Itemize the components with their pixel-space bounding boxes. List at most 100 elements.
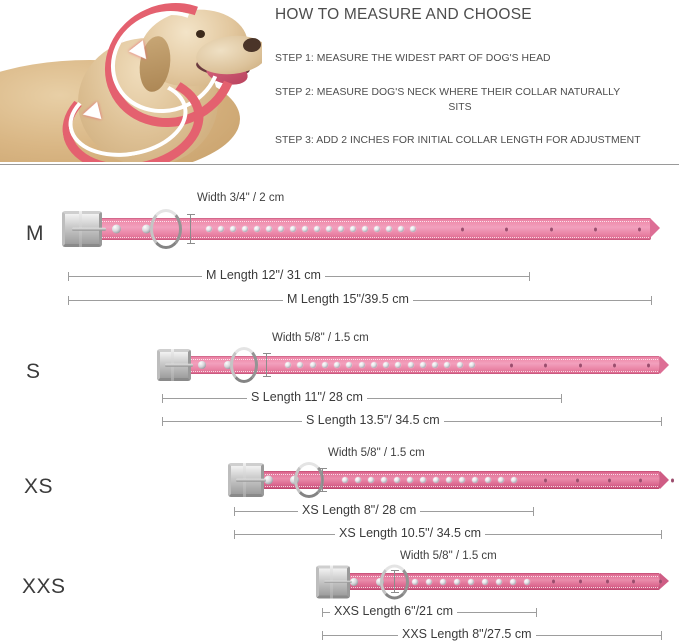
adjustment-hole (549, 227, 553, 231)
rhinestone (420, 477, 426, 483)
rhinestone (524, 578, 530, 585)
adjustment-hole (632, 579, 636, 584)
adjustment-hole (461, 227, 464, 231)
length-inner-label-s: S Length 11"/ 28 cm (247, 390, 367, 404)
rhinestone (433, 477, 439, 483)
collar-tip (660, 471, 669, 489)
collar-m (62, 209, 660, 249)
length-outer-label-xxs: XXS Length 8"/27.5 cm (398, 627, 536, 641)
adjustment-hole (510, 363, 513, 367)
step-2-text: STEP 2: MEASURE DOG'S NECK WHERE THEIR C… (275, 85, 677, 115)
rhinestone (510, 578, 516, 585)
rhinestone (407, 362, 414, 368)
collar-stitch-top (162, 358, 658, 360)
width-label-xxs: Width 5/8" / 1.5 cm (400, 550, 497, 562)
buckle-prong (165, 363, 193, 367)
adjustment-hole (607, 478, 611, 482)
adjustment-hole (578, 579, 582, 584)
rhinestone (326, 226, 332, 232)
adjustment-holes (461, 227, 641, 232)
rhinestone-strip (412, 578, 530, 586)
step-1-text: STEP 1: MEASURE THE WIDEST PART OF DOG'S… (275, 53, 551, 64)
rhinestone (398, 226, 404, 232)
rhinestone (350, 226, 356, 232)
rhinestone (482, 578, 488, 585)
step-3-text: STEP 3: ADD 2 INCHES FOR INITIAL COLLAR … (275, 135, 641, 146)
collar-stud (350, 577, 358, 586)
rhinestone (412, 578, 418, 585)
rhinestone (218, 226, 224, 232)
buckle-prong (72, 227, 106, 231)
width-label-xs: Width 5/8" / 1.5 cm (328, 447, 425, 459)
size-label-m: M (26, 222, 44, 245)
collar-stitch-top (68, 220, 649, 222)
size-row-m: M Width 3/4" / 2 cm M Length 12" (0, 170, 679, 320)
rhinestone (395, 362, 402, 368)
rhinestone (386, 226, 392, 232)
rhinestone (446, 477, 452, 483)
length-outer-label-m: M Length 15"/39.5 cm (283, 292, 413, 306)
size-label-s: S (26, 360, 41, 383)
collar-tip (660, 356, 669, 374)
rhinestone (266, 226, 272, 232)
rhinestone (456, 362, 463, 368)
rhinestone (370, 362, 377, 368)
rhinestone (297, 362, 304, 368)
rhinestone (472, 477, 478, 483)
collar-stud (112, 224, 121, 234)
collar-xs (228, 462, 674, 498)
adjustment-holes (510, 363, 650, 368)
adjustment-hole (638, 227, 641, 231)
rhinestone (368, 477, 374, 483)
collar-d-ring (380, 564, 409, 599)
rhinestone (362, 226, 368, 232)
rhinestone (290, 226, 296, 232)
collar-strap (66, 218, 651, 240)
collar-stud (142, 224, 151, 234)
rhinestone (346, 362, 353, 368)
adjustment-hole (659, 579, 662, 584)
adjustment-holes (552, 579, 662, 584)
collar-stitch-bottom (162, 370, 658, 372)
width-dimension-line-s (262, 353, 271, 377)
step-2-line-1: STEP 2: MEASURE DOG'S NECK WHERE THEIR C… (275, 87, 621, 98)
rhinestone-strip (342, 476, 517, 484)
adjustment-hole (552, 579, 555, 584)
length-inner-label-xs: XS Length 8"/ 28 cm (298, 503, 421, 517)
adjustment-hole (575, 478, 579, 482)
step-2-line-2: SITS (448, 102, 472, 113)
rhinestone (381, 477, 387, 483)
rhinestone (242, 226, 248, 232)
collar-stitch-top (234, 473, 658, 475)
rhinestone (321, 362, 328, 368)
collar-stitch-bottom (68, 236, 649, 238)
rhinestone (485, 477, 491, 483)
rhinestone (374, 226, 380, 232)
collar-d-ring (150, 209, 182, 249)
rhinestone (285, 362, 291, 368)
collar-stitch-bottom (322, 586, 658, 588)
rhinestone (407, 477, 413, 483)
adjustment-hole (647, 363, 650, 367)
rhinestone (358, 362, 365, 368)
size-label-xs: XS (24, 475, 54, 498)
collar-tip (660, 573, 669, 589)
rhinestone (254, 226, 260, 232)
rhinestone (342, 477, 348, 483)
rhinestone (302, 226, 308, 232)
dog-eye (196, 30, 205, 38)
rhinestone-strip (285, 361, 475, 369)
collar-xxs (316, 564, 669, 599)
rhinestone (426, 578, 432, 585)
size-label-xxs: XXS (22, 575, 66, 598)
rhinestone (314, 226, 320, 232)
rhinestone (334, 362, 341, 368)
adjustment-hole (593, 227, 597, 231)
adjustment-hole (612, 363, 616, 367)
collar-d-ring (230, 347, 258, 383)
buckle-prong (324, 580, 352, 583)
header-divider (0, 164, 679, 165)
rhinestone (468, 362, 475, 368)
rhinestone (394, 477, 400, 483)
rhinestone (498, 477, 504, 483)
